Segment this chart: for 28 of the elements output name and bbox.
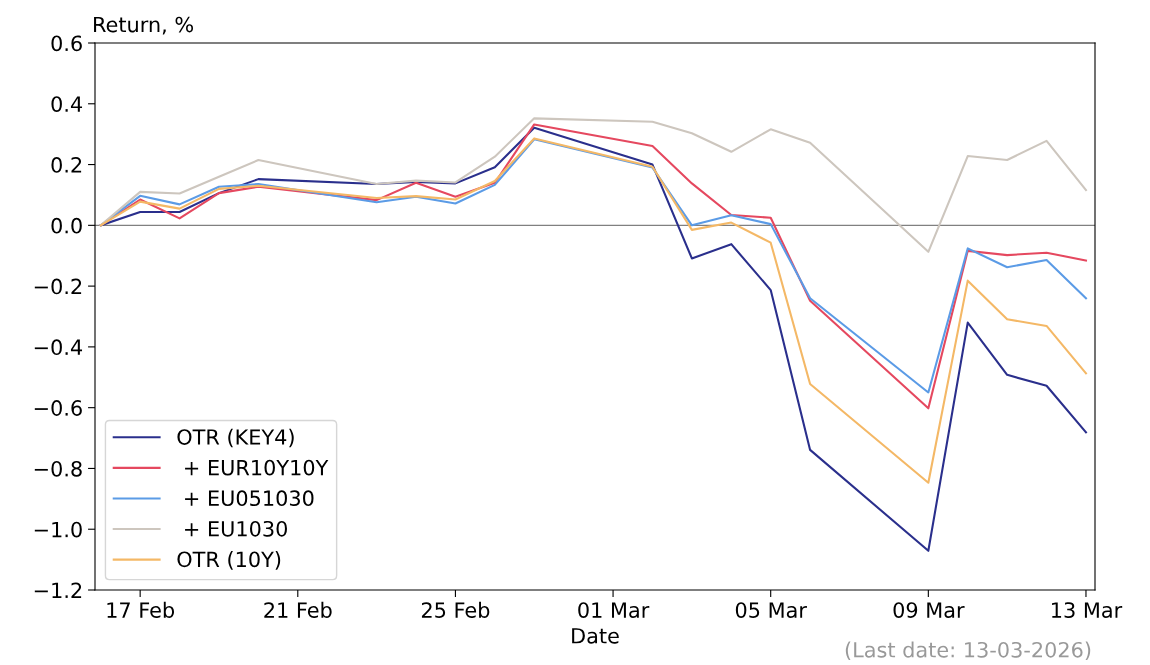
- x-axis-title: Date: [572, 628, 619, 644]
- y-axis-title: Return, %: [94, 16, 194, 35]
- y-tick-label: −1.0: [34, 521, 82, 538]
- x-tick-label: 25 Feb: [421, 601, 490, 618]
- y-tick-label: −0.4: [34, 339, 83, 356]
- x-tick-label: 01 Mar: [578, 602, 650, 618]
- x-tick-label: 09 Mar: [893, 602, 965, 618]
- x-tick-label: 05 Mar: [735, 602, 807, 618]
- legend-label: + EU1030: [185, 520, 287, 537]
- x-tick-label: 21 Feb: [264, 601, 332, 618]
- line-series: [99, 137, 1088, 484]
- y-tick-label: −0.8: [34, 460, 82, 477]
- legend-label: OTR (10Y): [177, 551, 281, 570]
- y-tick-label: 0.0: [51, 217, 82, 234]
- y-tick-label: 0.4: [51, 96, 83, 112]
- y-tick-label: −0.2: [34, 278, 82, 295]
- text: (Last date: 13-03-2026): [845, 641, 1091, 661]
- y-tick-label: −0.6: [34, 400, 82, 416]
- legend-label: + EUR10Y10Y: [185, 459, 329, 476]
- line-series: [99, 117, 1088, 253]
- y-tick-label: 0.2: [51, 157, 82, 173]
- y-tick-label: −1.2: [34, 582, 82, 598]
- x-tick-label: 17 Feb: [107, 601, 175, 618]
- y-tick-label: 0.6: [51, 35, 82, 52]
- legend-label: OTR (KEY4): [177, 428, 294, 448]
- line-series: [99, 126, 1088, 552]
- legend-label: + EU051030: [185, 490, 314, 507]
- x-tick-label: 13 Mar: [1052, 602, 1123, 618]
